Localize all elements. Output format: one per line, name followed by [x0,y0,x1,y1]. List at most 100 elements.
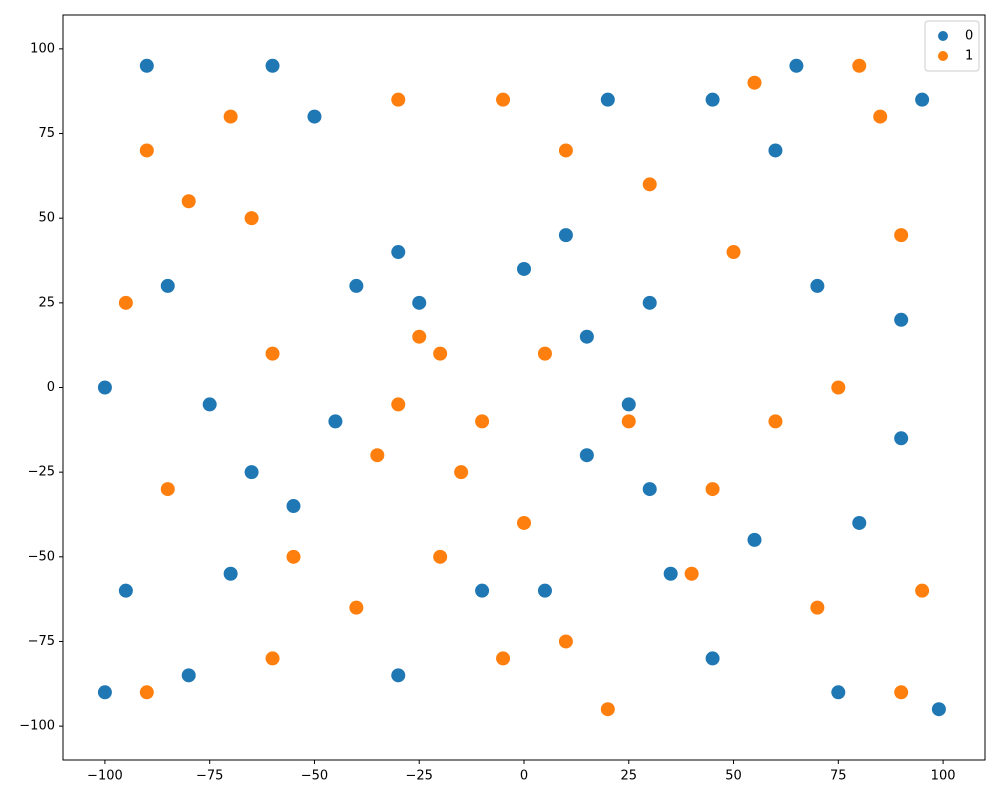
point [223,566,238,581]
point [915,583,930,598]
point [391,668,406,683]
legend-label: 0 [965,29,973,44]
point [139,143,154,158]
point [558,228,573,243]
point [139,685,154,700]
point [496,92,511,107]
point [810,600,825,615]
point [931,702,946,717]
point [852,515,867,530]
point [558,143,573,158]
y-tick-label: 25 [38,295,55,310]
y-tick-label: 100 [30,41,55,56]
point [517,515,531,530]
point [118,295,133,310]
point [894,312,909,327]
point [244,465,259,480]
x-tick-label: −75 [196,769,223,784]
point [642,177,657,192]
point [118,583,133,598]
point [475,583,490,598]
point [160,278,175,293]
point [349,600,364,615]
point [433,346,448,361]
point [160,482,175,497]
x-tick-label: 50 [725,769,742,784]
point [705,482,720,497]
legend-box [924,20,980,72]
point [894,685,909,700]
point [579,448,594,463]
point [517,261,531,276]
point [286,549,301,564]
point [265,58,280,73]
x-tick-label: 0 [520,769,528,784]
point [537,583,552,598]
point [370,448,385,463]
point [810,278,825,293]
y-tick-label: −50 [28,549,55,564]
point [286,499,301,514]
point [684,566,699,581]
points [97,58,946,717]
point [349,278,364,293]
point [433,549,448,564]
point [265,346,280,361]
point [579,329,594,344]
point [789,58,804,73]
point [894,431,909,446]
point [747,75,762,90]
legend-marker [938,51,948,61]
point [852,58,867,73]
point [97,685,112,700]
point [475,414,490,429]
point [642,295,657,310]
point [223,109,238,124]
legend-marker [938,31,948,41]
point [600,92,615,107]
point [412,329,427,344]
point [558,634,573,649]
point [894,228,909,243]
point [705,92,720,107]
x-tick-label: −50 [301,769,328,784]
y-tick-label: −75 [28,634,55,649]
y-tick-label: 75 [38,126,55,141]
x-tick-label: 75 [830,769,847,784]
point [537,346,552,361]
point [391,92,406,107]
point [307,109,322,124]
point [97,380,112,395]
point [202,397,217,412]
point [265,651,280,666]
point [663,566,678,581]
legend: 01 [924,20,980,72]
plot-frame [62,14,986,761]
y-tick-label: −100 [19,719,55,734]
legend-label: 1 [965,49,973,64]
point [831,685,846,700]
y-tick-label: −25 [28,465,55,480]
point [726,245,741,260]
x-tick-label: 100 [931,769,956,784]
point [621,397,636,412]
point [600,702,615,717]
point [328,414,343,429]
point [391,245,406,260]
y-tick-label: 50 [38,211,55,226]
point [621,414,636,429]
point [181,668,196,683]
point [873,109,888,124]
y-tick-label: 0 [47,380,55,395]
point [747,532,762,547]
point [244,211,259,226]
point [391,397,406,412]
point [768,143,783,158]
point [768,414,783,429]
point [454,465,469,480]
x-tick-label: −25 [406,769,433,784]
x-tick-label: 25 [620,769,637,784]
point [181,194,196,209]
point [915,92,930,107]
